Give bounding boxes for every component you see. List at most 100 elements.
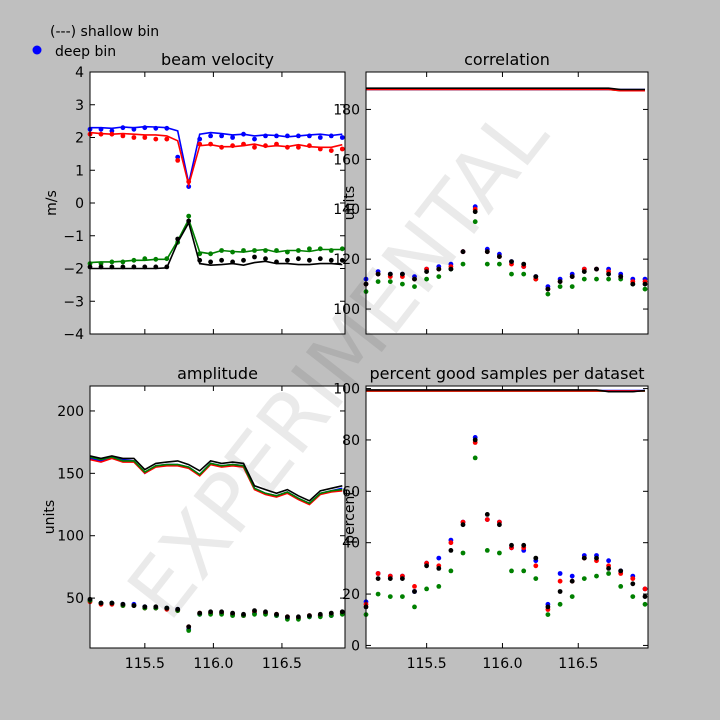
data-point-green bbox=[186, 628, 192, 633]
data-point-red bbox=[263, 143, 268, 149]
data-point-black bbox=[98, 264, 104, 270]
data-point-blue bbox=[274, 133, 279, 139]
y-tick-label: 150 bbox=[57, 466, 84, 482]
data-point-black bbox=[131, 264, 137, 270]
data-point-red bbox=[120, 133, 126, 139]
data-point-black bbox=[252, 254, 257, 260]
data-point-black bbox=[569, 274, 575, 279]
data-point-green bbox=[400, 594, 405, 599]
series-line-red bbox=[89, 457, 343, 506]
data-point-red bbox=[274, 141, 279, 147]
y-tick-label: 1 bbox=[75, 163, 84, 179]
data-point-blue bbox=[153, 125, 159, 131]
data-point-green bbox=[274, 248, 279, 253]
y-tick-label: 100 bbox=[57, 529, 84, 545]
data-point-blue bbox=[436, 555, 442, 561]
y-tick-label: 3 bbox=[75, 98, 84, 114]
data-point-green bbox=[484, 548, 490, 553]
data-point-black bbox=[274, 611, 279, 617]
data-point-green bbox=[594, 573, 599, 579]
data-point-black bbox=[472, 209, 478, 215]
data-point-red bbox=[241, 141, 246, 147]
data-point-black bbox=[241, 257, 246, 263]
data-point-blue bbox=[339, 135, 345, 140]
data-point-blue bbox=[197, 136, 203, 142]
data-point-black bbox=[317, 611, 323, 617]
data-point-black bbox=[230, 259, 236, 265]
data-point-black bbox=[98, 600, 104, 606]
data-point-black bbox=[197, 610, 203, 616]
y-tick-label: 40 bbox=[342, 536, 360, 552]
data-point-blue bbox=[120, 125, 126, 131]
data-point-black bbox=[339, 609, 345, 615]
data-point-green bbox=[296, 248, 301, 253]
data-point-green bbox=[109, 259, 115, 265]
data-point-black bbox=[375, 576, 381, 581]
chart-panels: beam velocity m/s 4 3 2 1 0 −1 −2 −3 −4 correlation… bbox=[42, 50, 649, 672]
data-point-black bbox=[142, 604, 148, 610]
data-point-red bbox=[175, 158, 181, 163]
data-point-black bbox=[241, 611, 246, 617]
data-point-green bbox=[208, 251, 214, 257]
data-point-green bbox=[594, 276, 599, 282]
data-point-red bbox=[533, 563, 539, 569]
data-point-black bbox=[618, 274, 624, 279]
data-point-red bbox=[252, 144, 257, 150]
data-point-red bbox=[164, 136, 170, 142]
data-point-red bbox=[208, 141, 214, 147]
data-point-red bbox=[296, 144, 301, 150]
chart-panel-3: amplitude units 200 150 100 50 115.5 116.0 116.5 bbox=[42, 364, 346, 672]
plot-frame bbox=[89, 385, 346, 649]
data-point-red bbox=[339, 146, 345, 152]
y-tick-label: 60 bbox=[342, 484, 360, 500]
data-point-black bbox=[263, 609, 268, 615]
data-point-black bbox=[274, 259, 279, 265]
data-point-black bbox=[296, 614, 301, 620]
data-point-green bbox=[328, 248, 334, 253]
chart-title: correlation bbox=[464, 50, 550, 69]
data-point-black bbox=[436, 566, 442, 571]
plot-frame bbox=[89, 71, 346, 335]
data-point-blue bbox=[219, 133, 225, 139]
y-tick-label: 2 bbox=[75, 131, 84, 147]
y-tick-label: 80 bbox=[342, 433, 360, 449]
plot-area bbox=[90, 72, 345, 334]
data-point-red bbox=[557, 578, 563, 584]
data-point-blue bbox=[263, 133, 268, 139]
data-point-green bbox=[186, 213, 192, 219]
data-point-green bbox=[557, 601, 563, 607]
data-point-red bbox=[285, 144, 290, 150]
data-point-black bbox=[630, 281, 636, 287]
x-tick-label: 116.5 bbox=[262, 656, 302, 672]
data-point-green bbox=[472, 219, 478, 225]
data-point-green bbox=[460, 261, 466, 267]
data-point-green bbox=[197, 251, 203, 257]
data-point-black bbox=[545, 286, 551, 292]
chart-title: amplitude bbox=[177, 364, 258, 383]
data-point-black bbox=[387, 271, 393, 277]
data-point-blue bbox=[208, 133, 214, 139]
chart-title: beam velocity bbox=[161, 50, 274, 69]
data-point-blue bbox=[175, 154, 181, 160]
data-point-black bbox=[153, 604, 159, 610]
data-point-red bbox=[131, 135, 137, 140]
data-point-green bbox=[230, 249, 236, 255]
y-tick-label: 100 bbox=[333, 382, 360, 398]
x-tick-label: 116.0 bbox=[193, 656, 233, 672]
chart-panel-2: correlation units 180 160 140 120 100 bbox=[333, 50, 649, 335]
y-tick-label: 120 bbox=[333, 252, 360, 268]
data-point-green bbox=[569, 284, 575, 289]
series-line-black bbox=[366, 389, 646, 393]
series-line-black bbox=[89, 455, 343, 502]
data-point-blue bbox=[230, 135, 236, 140]
data-point-green bbox=[533, 576, 539, 581]
data-point-black bbox=[109, 264, 115, 270]
data-point-black bbox=[164, 605, 170, 611]
data-point-green bbox=[497, 261, 502, 267]
data-point-black bbox=[509, 542, 514, 548]
data-point-black bbox=[472, 437, 478, 443]
data-point-blue bbox=[296, 133, 301, 139]
y-tick-label: 200 bbox=[57, 404, 84, 420]
data-point-green bbox=[412, 604, 417, 610]
